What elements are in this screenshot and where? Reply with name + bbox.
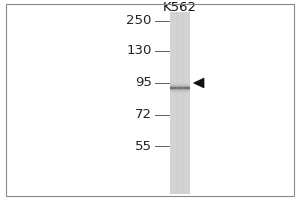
- Text: K562: K562: [163, 1, 197, 14]
- Text: 130: 130: [126, 45, 152, 58]
- Text: 72: 72: [134, 108, 152, 121]
- Text: 55: 55: [134, 140, 152, 152]
- Polygon shape: [194, 78, 204, 88]
- Text: 250: 250: [126, 15, 152, 27]
- Text: 95: 95: [135, 76, 152, 90]
